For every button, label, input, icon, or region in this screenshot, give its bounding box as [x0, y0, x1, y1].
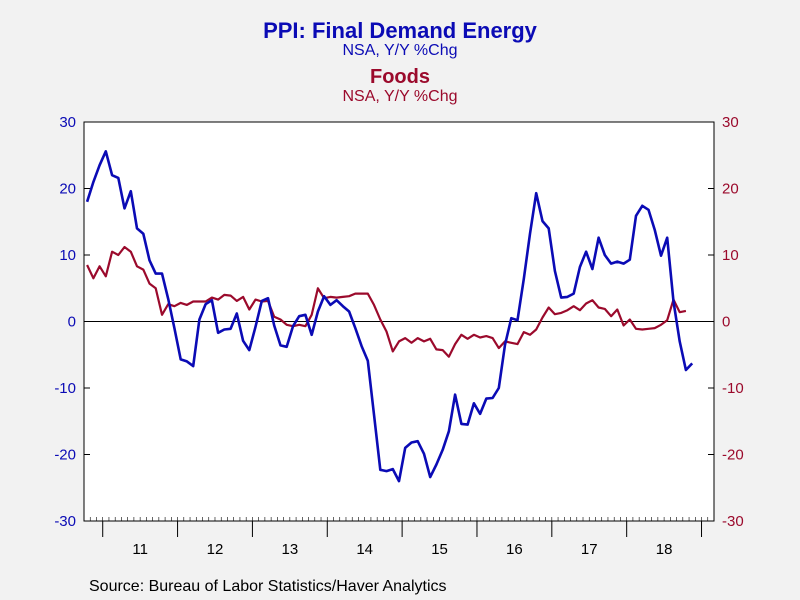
- chart-subtitle-foods: NSA, Y/Y %Chg: [342, 88, 458, 105]
- series-line-foods: [86, 245, 687, 358]
- y-tick-label-right: 30: [722, 114, 739, 131]
- tick-labels: 30 30 20 20 10 10 0 0 -10 -10 -20 -20 -30 -30 11 12 13 14…: [54, 114, 743, 558]
- y-tick-label-left: -20: [54, 447, 76, 464]
- chart-title-foods: Foods: [370, 66, 430, 88]
- y-tick-label-left: 10: [59, 247, 76, 264]
- series-line-energy: [85, 150, 694, 483]
- y-tick-label-right: 20: [722, 181, 739, 198]
- chart-title: PPI: Final Demand Energy: [263, 18, 537, 43]
- x-tick-label: 15: [431, 541, 448, 558]
- y-tick-label-right: -30: [722, 513, 744, 530]
- y-tick-label-right: 0: [722, 314, 730, 331]
- x-tick-label: 17: [581, 541, 598, 558]
- x-tick-label: 18: [656, 541, 673, 558]
- y-tick-label-left: 0: [68, 314, 76, 331]
- x-tick-label: 11: [132, 541, 148, 558]
- y-tick-label-left: -30: [54, 513, 76, 530]
- x-tick-label: 13: [281, 541, 298, 558]
- axis-ticks: [83, 121, 714, 537]
- y-tick-label-left: -10: [54, 380, 76, 397]
- y-tick-label-left: 20: [59, 181, 76, 198]
- chart-subtitle: NSA, Y/Y %Chg: [342, 42, 458, 59]
- x-tick-label: 14: [356, 541, 373, 558]
- x-tick-label: 12: [207, 541, 224, 558]
- series-lines: [85, 150, 694, 483]
- y-tick-label-right: 10: [722, 247, 739, 264]
- y-tick-label-right: -20: [722, 447, 744, 464]
- y-tick-label-right: -10: [722, 380, 744, 397]
- y-tick-label-left: 30: [59, 114, 76, 131]
- x-tick-label: 16: [506, 541, 523, 558]
- source-note: Source: Bureau of Labor Statistics/Haver…: [89, 578, 447, 595]
